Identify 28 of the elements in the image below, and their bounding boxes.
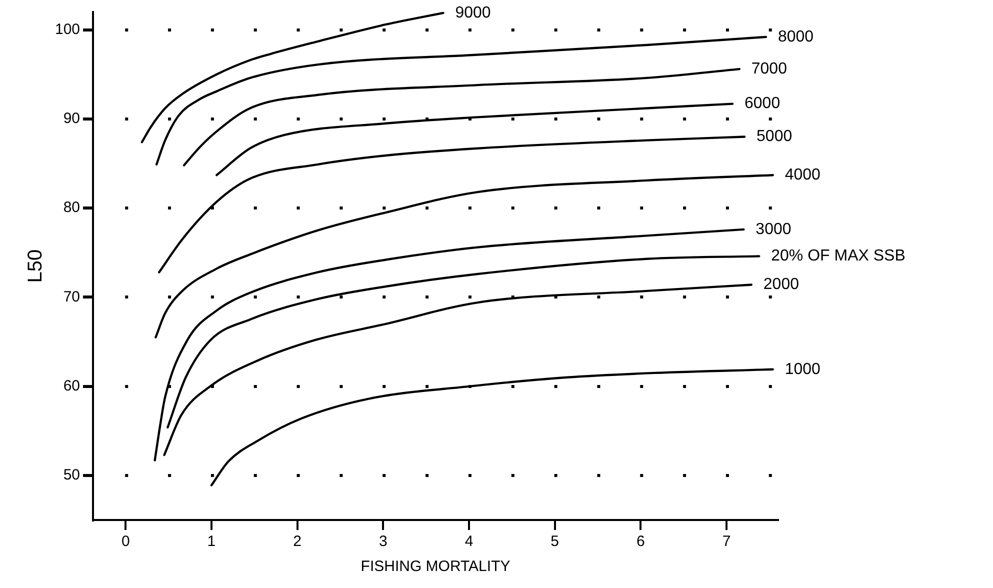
x-tick-label: 4 — [464, 533, 474, 550]
y-tick-label: 80 — [63, 199, 80, 216]
series-label: 6000 — [744, 95, 780, 112]
x-tick-label: 3 — [378, 533, 388, 550]
x-tick-label: 2 — [293, 533, 302, 550]
y-tick-label: 90 — [63, 110, 80, 128]
series-label: 2000 — [763, 276, 800, 294]
y-tick-label: 50 — [63, 466, 80, 484]
series-label: 3000 — [756, 220, 792, 238]
series-label: 7000 — [751, 60, 788, 78]
series-label: 4000 — [784, 166, 821, 184]
series-label: 5000 — [756, 128, 792, 146]
x-tick-label: 7 — [722, 533, 731, 550]
series-label: 20% OF MAX SSB — [771, 248, 906, 265]
series-label: 9000 — [455, 4, 491, 22]
y-tick-label: 60 — [63, 377, 80, 394]
line-series — [182, 68, 740, 166]
series-label: 1000 — [784, 360, 821, 378]
y-tick-label: 70 — [63, 288, 80, 306]
line-series — [140, 12, 444, 144]
x-tick-label: 6 — [636, 533, 645, 550]
x-axis-title: FISHING MORTALITY — [360, 558, 510, 576]
x-tick-label: 5 — [550, 533, 559, 550]
x-tick-label: 1 — [207, 533, 216, 550]
y-axis-title: L50 — [24, 249, 47, 283]
series-label: 8000 — [778, 28, 814, 46]
y-tick-label: 100 — [54, 20, 80, 38]
x-tick-label: 0 — [121, 533, 130, 550]
